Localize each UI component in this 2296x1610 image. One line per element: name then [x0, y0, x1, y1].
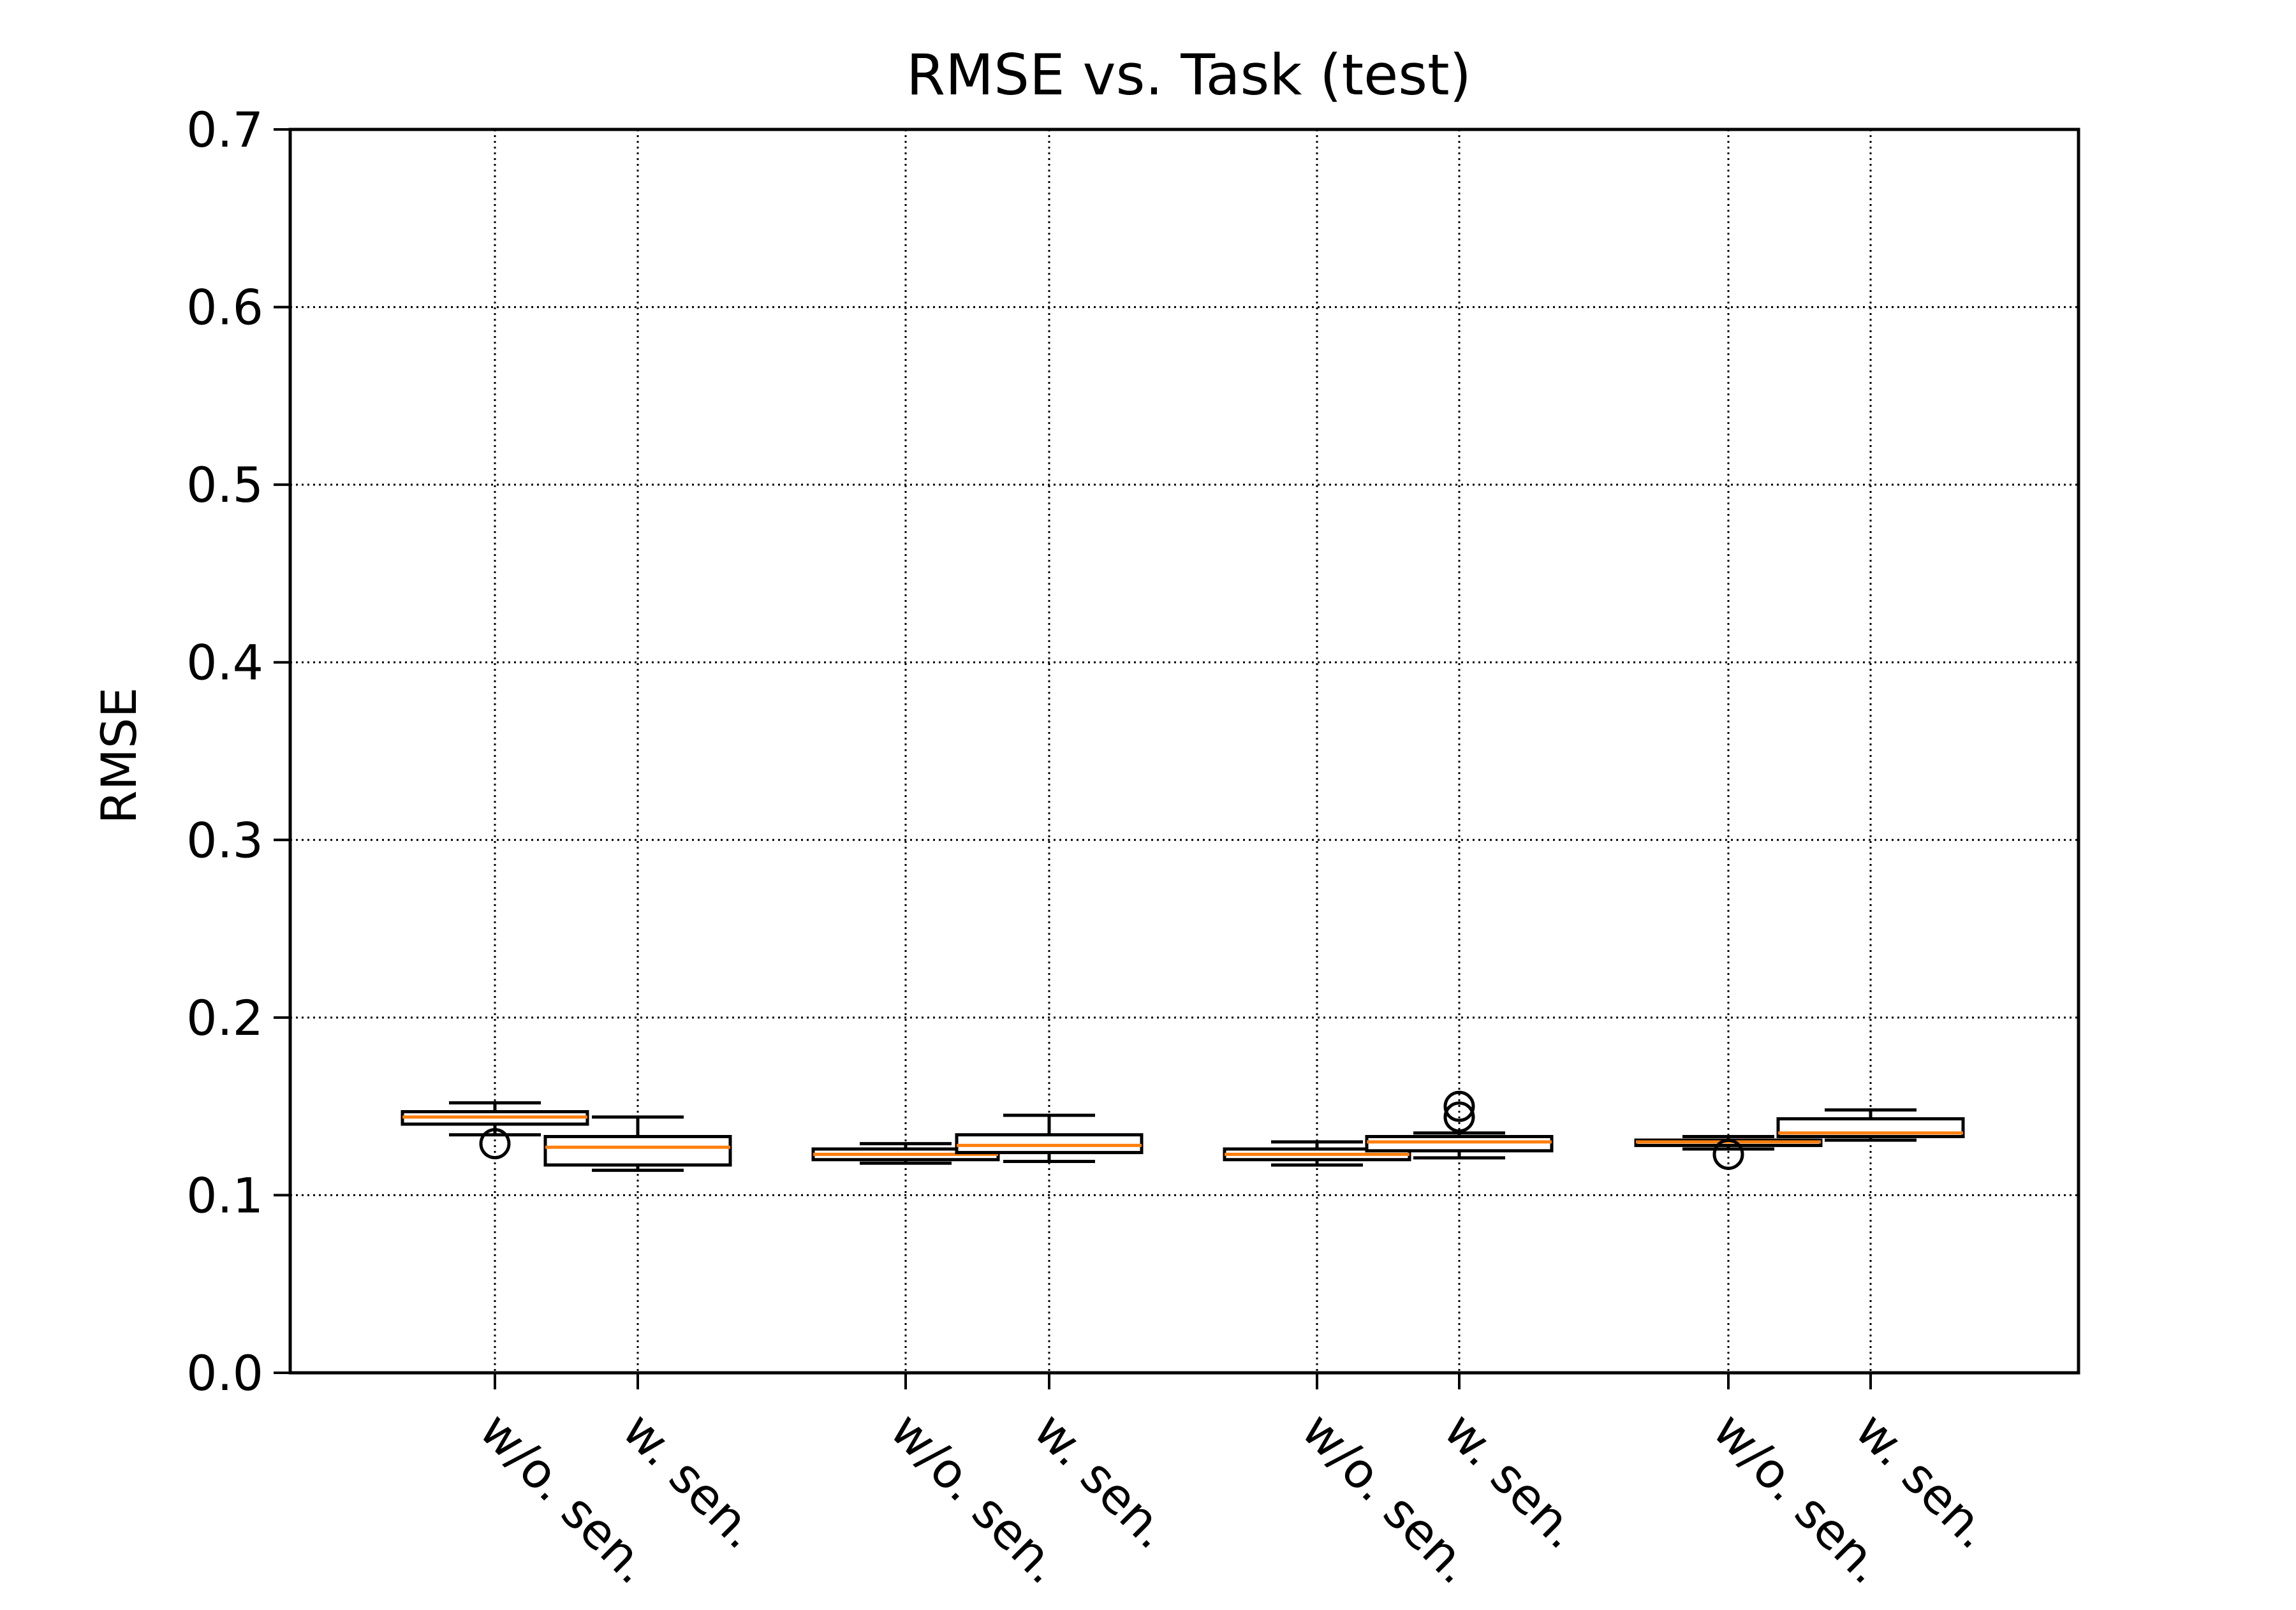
- box-group: [1365, 1090, 1554, 1160]
- y-tick-label: 0.5: [186, 457, 263, 513]
- box-group: [811, 1142, 1000, 1165]
- box-group: [1223, 1140, 1411, 1167]
- grid: [290, 129, 2079, 1373]
- y-tick-label: 0.7: [186, 101, 263, 158]
- outlier-point: [1443, 1101, 1475, 1133]
- axes-frame: [288, 128, 2080, 1375]
- box-iqr: [955, 1133, 1144, 1155]
- box-group: [1776, 1108, 1965, 1142]
- boxes: [401, 1090, 1965, 1172]
- y-tick-label: 0.3: [186, 812, 263, 868]
- y-axis-label: RMSE: [91, 687, 147, 824]
- box-group: [543, 1115, 732, 1172]
- y-tick-label: 0.1: [186, 1167, 263, 1224]
- outlier-point: [1712, 1138, 1744, 1170]
- y-tick-label: 0.4: [186, 634, 263, 691]
- box-group: [1634, 1135, 1823, 1170]
- box-group: [955, 1113, 1144, 1163]
- y-tick-label: 0.2: [186, 990, 263, 1046]
- outlier-point: [1443, 1090, 1475, 1122]
- chart-title: RMSE vs. Task (test): [906, 42, 1471, 108]
- y-tick-label: 0.6: [186, 279, 263, 336]
- box-group: [401, 1101, 589, 1160]
- outlier-point: [479, 1128, 511, 1160]
- box-iqr: [543, 1135, 732, 1167]
- y-tick-label: 0.0: [186, 1345, 263, 1401]
- box-iqr: [1365, 1135, 1554, 1153]
